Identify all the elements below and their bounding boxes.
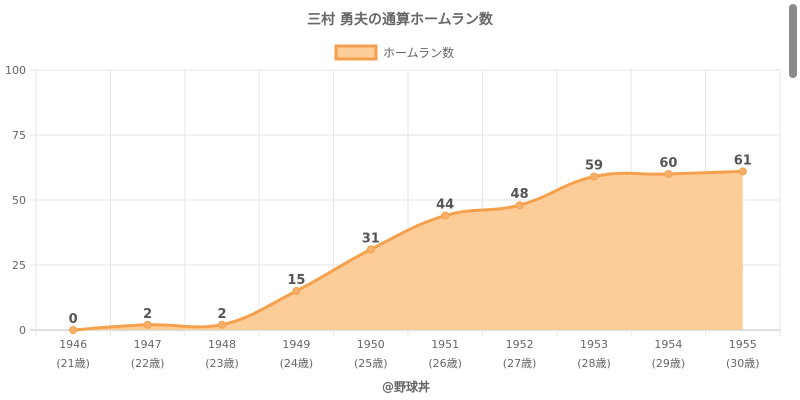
x-tick-label: 1946 — [59, 338, 87, 351]
data-point — [441, 211, 450, 220]
data-label: 31 — [362, 231, 380, 246]
y-tick-label: 50 — [12, 194, 26, 207]
x-tick-sublabel: (27歳) — [503, 357, 537, 370]
data-point — [515, 201, 524, 210]
data-label: 2 — [143, 307, 152, 322]
data-label: 2 — [217, 307, 226, 322]
data-label: 61 — [734, 153, 752, 168]
x-tick-label: 1953 — [580, 338, 608, 351]
x-tick-sublabel: (30歳) — [726, 357, 760, 370]
series-line — [73, 169, 743, 332]
data-label: 48 — [511, 187, 529, 202]
data-point — [292, 287, 301, 295]
x-tick-label: 1949 — [282, 338, 310, 351]
y-axis-ticks: 0 25 50 75 100 — [5, 64, 26, 337]
legend[interactable]: ホームラン数 — [334, 44, 454, 61]
data-point — [738, 167, 747, 176]
x-tick-label: 1955 — [729, 338, 757, 351]
data-label: 15 — [287, 273, 305, 288]
x-tick-label: 1948 — [208, 338, 236, 351]
x-tick-label: 1954 — [654, 338, 682, 351]
x-tick-sublabel: (25歳) — [354, 357, 388, 370]
y-tick-label: 100 — [5, 64, 26, 77]
data-label: 0 — [69, 312, 78, 327]
x-tick-label: 1951 — [431, 338, 459, 351]
x-axis-ticks: 1946 (21歳) 1947 (22歳) 1948 (23歳) 1949 (24歳) 1950… — [56, 338, 759, 370]
data-labels: 0 2 2 15 31 44 48 59 60 61 — [69, 153, 752, 327]
chart-title: 三村 勇夫の通算ホームラン数 — [307, 11, 494, 28]
scrollbar[interactable] — [786, 0, 800, 400]
y-tick-label: 0 — [19, 324, 26, 337]
x-tick-sublabel: (22歳) — [131, 357, 165, 370]
data-point — [218, 320, 226, 329]
x-tick-sublabel: (26歳) — [428, 357, 462, 370]
series-area — [73, 171, 743, 330]
x-tick-label: 1947 — [134, 338, 162, 351]
data-point — [664, 170, 673, 178]
data-point — [69, 326, 78, 334]
y-tick-label: 75 — [12, 129, 26, 142]
data-point — [590, 172, 598, 181]
legend-label: ホームラン数 — [383, 45, 454, 60]
data-label: 59 — [585, 159, 603, 174]
legend-swatch — [334, 44, 378, 61]
data-label: 44 — [436, 198, 454, 213]
x-tick-sublabel: (28歳) — [577, 357, 611, 370]
x-tick-label: 1952 — [506, 338, 534, 351]
x-tick-sublabel: (29歳) — [652, 357, 686, 370]
x-tick-sublabel: (23歳) — [205, 357, 239, 370]
data-label: 60 — [659, 156, 677, 171]
footer-credit: @野球丼 — [382, 379, 430, 394]
series-points — [69, 167, 747, 334]
x-tick-sublabel: (21歳) — [56, 357, 90, 370]
scrollbar-thumb[interactable] — [789, 4, 797, 78]
x-tick-sublabel: (24歳) — [280, 357, 314, 370]
x-tick-label: 1950 — [357, 338, 385, 351]
y-tick-label: 25 — [12, 259, 26, 272]
data-point — [366, 245, 375, 254]
data-point — [143, 320, 152, 329]
